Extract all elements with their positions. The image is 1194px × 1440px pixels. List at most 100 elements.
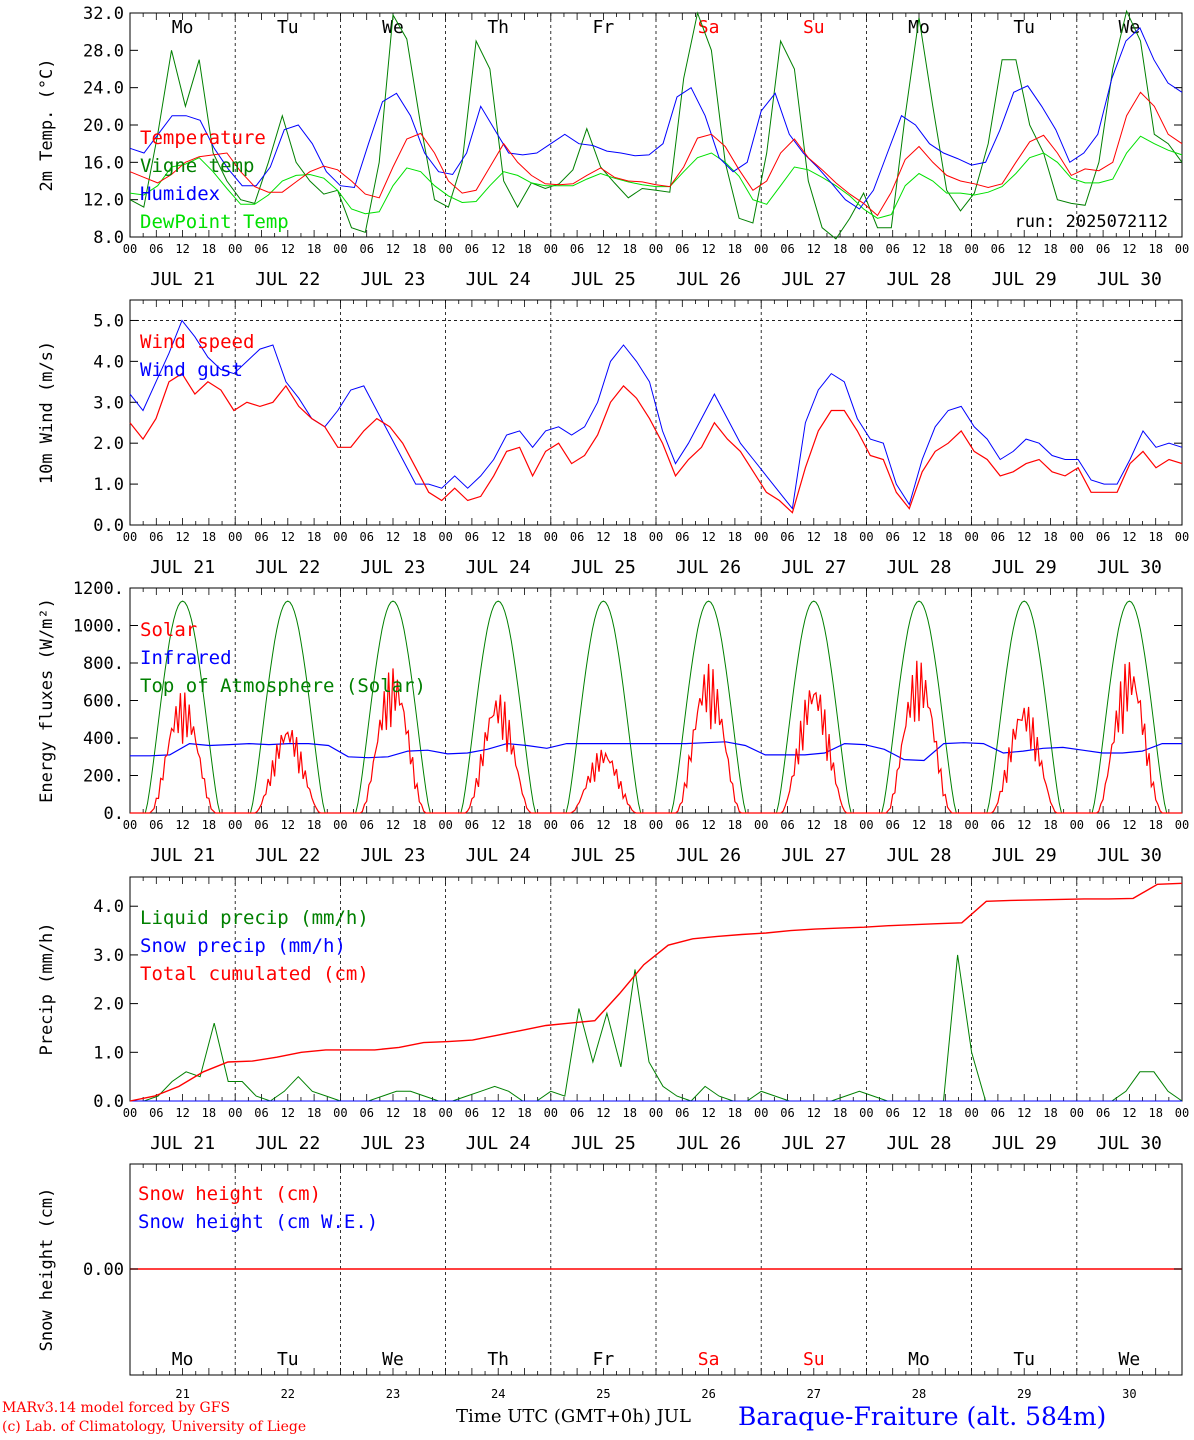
hour-tick-label: 18 xyxy=(307,818,321,832)
hour-tick-label: 00 xyxy=(1175,242,1189,256)
date-label: JUL 23 xyxy=(360,1133,425,1154)
legend-entry: Snow precip (mm/h) xyxy=(140,935,346,957)
series-line-infrared xyxy=(130,741,1182,762)
hour-tick-label: 12 xyxy=(701,818,715,832)
hour-tick-label: 18 xyxy=(517,530,531,544)
date-label: JUL 21 xyxy=(150,845,215,866)
hour-tick-label: 00 xyxy=(544,818,558,832)
legend-entry: Snow height (cm) xyxy=(138,1183,321,1205)
date-label: JUL 29 xyxy=(992,845,1057,866)
hour-tick-label: 00 xyxy=(123,1106,137,1120)
hour-tick-label: 18 xyxy=(307,242,321,256)
day-number-label: 28 xyxy=(912,1387,926,1401)
hour-tick-label: 00 xyxy=(333,242,347,256)
hour-tick-label: 06 xyxy=(254,1106,268,1120)
panel-frame-wind xyxy=(129,299,1183,526)
hour-tick-label: 00 xyxy=(1070,530,1084,544)
day-number-label: 27 xyxy=(807,1387,821,1401)
panel-frame-temp xyxy=(129,12,1183,238)
date-label: JUL 24 xyxy=(466,269,531,290)
y-tick-label: 12.0 xyxy=(83,191,124,211)
hour-tick-label: 00 xyxy=(859,818,873,832)
y-axis-label: 10m Wind (m/s) xyxy=(37,341,57,484)
hour-tick-label: 06 xyxy=(1096,818,1110,832)
day-number-label: 23 xyxy=(386,1387,400,1401)
series-line-humidex xyxy=(129,27,1183,210)
date-label: JUL 30 xyxy=(1097,1133,1162,1154)
y-tick-label: 4.0 xyxy=(93,897,124,917)
hour-tick-label: 12 xyxy=(491,242,505,256)
day-number-label: 21 xyxy=(175,1387,189,1401)
hour-tick-label: 00 xyxy=(228,818,242,832)
hour-tick-label: 12 xyxy=(701,530,715,544)
hour-tick-label: 00 xyxy=(333,818,347,832)
day-name-label: We xyxy=(382,17,404,38)
y-tick-label: 0.0 xyxy=(93,516,124,536)
hour-tick-label: 06 xyxy=(885,530,899,544)
hour-tick-label: 06 xyxy=(780,530,794,544)
hour-tick-label: 00 xyxy=(1070,818,1084,832)
hour-tick-label: 12 xyxy=(807,1106,821,1120)
y-tick-label: 0.00 xyxy=(83,1260,124,1280)
hour-tick-label: 00 xyxy=(649,242,663,256)
legend-entry: Vigne temp xyxy=(140,155,254,177)
hour-tick-label: 06 xyxy=(780,1106,794,1120)
hour-tick-label: 00 xyxy=(438,242,452,256)
y-tick-label: 800. xyxy=(83,654,124,674)
hour-tick-label: 06 xyxy=(149,530,163,544)
y-tick-label: 3.0 xyxy=(93,946,124,966)
day-number-label: 24 xyxy=(491,1387,505,1401)
hour-tick-label: 18 xyxy=(1148,530,1162,544)
hour-tick-label: 12 xyxy=(491,1106,505,1120)
day-number-label: 25 xyxy=(596,1387,610,1401)
hour-tick-label: 00 xyxy=(438,1106,452,1120)
hour-tick-label: 00 xyxy=(333,530,347,544)
date-label: JUL 25 xyxy=(571,269,636,290)
y-axis-label: Snow height (cm) xyxy=(37,1188,57,1352)
hour-tick-label: 06 xyxy=(149,242,163,256)
hour-tick-label: 18 xyxy=(412,818,426,832)
hour-tick-label: 12 xyxy=(1122,1106,1136,1120)
date-label: JUL 28 xyxy=(886,557,951,578)
copyright-credit: (c) Lab. of Climatology, University of L… xyxy=(2,1419,307,1435)
hour-tick-label: 12 xyxy=(175,1106,189,1120)
legend-entry: Solar xyxy=(140,619,197,641)
day-name-label: Tu xyxy=(1013,1349,1035,1370)
hour-tick-label: 18 xyxy=(1148,818,1162,832)
date-label: JUL 28 xyxy=(886,269,951,290)
hour-tick-label: 12 xyxy=(175,818,189,832)
run-note: run: 2025072112 xyxy=(1014,212,1168,232)
hour-tick-label: 12 xyxy=(386,530,400,544)
station-title: Baraque-Fraiture (alt. 584m) xyxy=(738,1402,1107,1431)
day-name-label: Tu xyxy=(277,1349,299,1370)
hour-tick-label: 12 xyxy=(1122,242,1136,256)
y-axis-label: Precip (mm/h) xyxy=(37,922,57,1055)
day-name-label: Mo xyxy=(172,1349,194,1370)
hour-tick-label: 00 xyxy=(649,818,663,832)
hour-tick-label: 06 xyxy=(885,818,899,832)
hour-tick-label: 06 xyxy=(675,242,689,256)
legend-entry: Humidex xyxy=(140,183,220,205)
hour-tick-label: 06 xyxy=(359,818,373,832)
date-label: JUL 27 xyxy=(781,845,846,866)
hour-tick-label: 00 xyxy=(754,530,768,544)
hour-tick-label: 00 xyxy=(1070,1106,1084,1120)
hour-tick-label: 12 xyxy=(175,242,189,256)
y-tick-label: 2.0 xyxy=(93,434,124,454)
hour-tick-label: 18 xyxy=(728,242,742,256)
hour-tick-label: 18 xyxy=(938,1106,952,1120)
hour-tick-label: 06 xyxy=(991,818,1005,832)
hour-tick-label: 18 xyxy=(1043,530,1057,544)
y-tick-label: 1200. xyxy=(73,579,124,599)
hour-tick-label: 12 xyxy=(175,530,189,544)
day-name-label: Su xyxy=(803,17,825,38)
y-tick-label: 20.0 xyxy=(83,116,124,136)
hour-tick-label: 00 xyxy=(228,1106,242,1120)
hour-tick-label: 12 xyxy=(912,818,926,832)
day-name-label: Fr xyxy=(593,1349,615,1370)
day-name-label: Mo xyxy=(908,17,930,38)
hour-tick-label: 12 xyxy=(1017,242,1031,256)
y-tick-label: 1000. xyxy=(73,617,124,637)
hour-tick-label: 18 xyxy=(728,818,742,832)
y-tick-label: 28.0 xyxy=(83,41,124,61)
